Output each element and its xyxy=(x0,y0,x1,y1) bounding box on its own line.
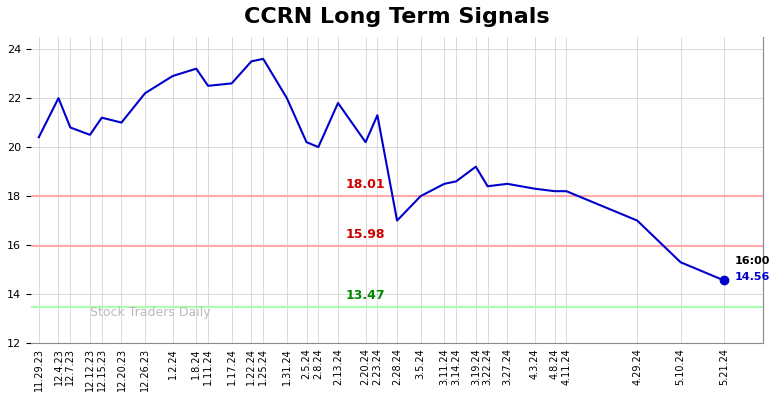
Text: 15.98: 15.98 xyxy=(346,228,385,241)
Text: 13.47: 13.47 xyxy=(346,289,386,302)
Title: CCRN Long Term Signals: CCRN Long Term Signals xyxy=(245,7,550,27)
Text: 16:00: 16:00 xyxy=(735,256,771,266)
Text: Stock Traders Daily: Stock Traders Daily xyxy=(89,306,210,318)
Text: 14.56: 14.56 xyxy=(735,272,771,282)
Text: 18.01: 18.01 xyxy=(346,178,386,191)
